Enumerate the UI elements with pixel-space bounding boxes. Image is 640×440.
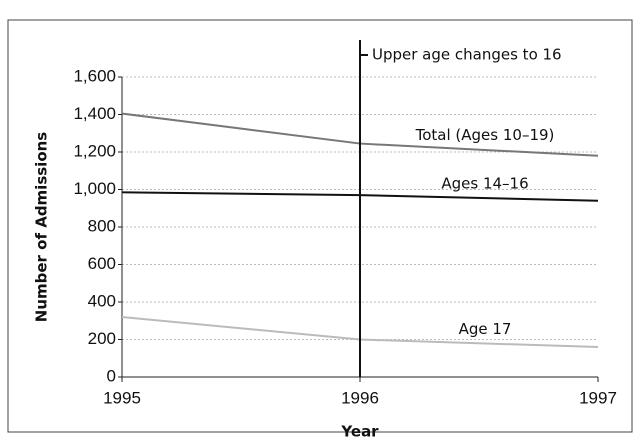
- series-label: Total (Ages 10–19): [415, 126, 555, 144]
- y-tick-label: 400: [88, 291, 116, 310]
- x-axis-title: Year: [340, 423, 379, 440]
- y-tick-label: 1,200: [73, 141, 116, 160]
- annotation-text: Upper age changes to 16: [372, 46, 562, 64]
- frame: [7, 19, 633, 433]
- y-tick-label: 200: [88, 329, 116, 348]
- x-tick-label: 1995: [103, 388, 141, 407]
- y-tick-label: 1,400: [73, 104, 116, 123]
- x-tick-label: 1997: [579, 388, 617, 407]
- y-tick-label: 600: [88, 254, 116, 273]
- series-label: Ages 14–16: [441, 174, 528, 192]
- y-tick-label: 0: [107, 366, 116, 385]
- x-tick-label: 1996: [341, 388, 379, 407]
- y-tick-label: 1,600: [73, 66, 116, 85]
- y-tick-label: 1,000: [73, 179, 116, 198]
- y-tick-label: 800: [88, 216, 116, 235]
- series-label: Age 17: [459, 320, 512, 338]
- y-axis-title: Number of Admissions: [33, 132, 51, 323]
